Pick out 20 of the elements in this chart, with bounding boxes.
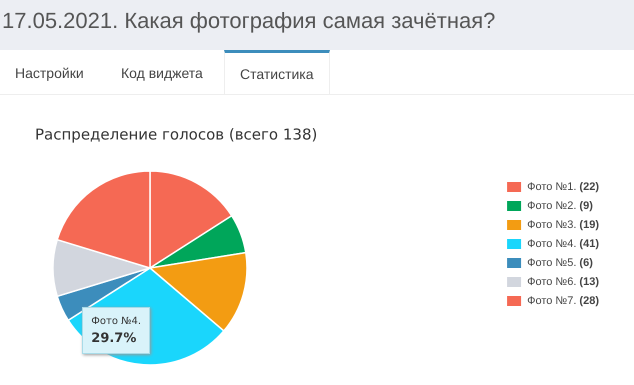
text: Настройки: [14, 64, 85, 83]
text: Код виджета: [120, 64, 204, 83]
legend-label: Фото №5.: [527, 257, 580, 269]
legend-label: Фото №6.: [527, 276, 580, 288]
legend-label: Фото №4.: [527, 238, 580, 250]
legend-label: Фото №1.: [527, 181, 580, 193]
text: Фото №4. 29.7%: [91, 316, 142, 346]
data-label: (22): [579, 181, 600, 193]
chart-title: 17.05.2021. Какая фотография самая зачётная?: [2, 8, 496, 34]
data-label: (19): [579, 219, 600, 231]
data-label: (13): [579, 276, 600, 288]
legend-label: Фото №2.: [527, 200, 580, 212]
chart-subtitle: Распределение голосов (всего 138): [35, 126, 318, 144]
legend-label: Фото №7.: [527, 295, 580, 307]
legend-label: Фото №3.: [527, 219, 580, 231]
data-label: (28): [579, 295, 600, 307]
text: Статистика: [224, 50, 330, 94]
data-label: (41): [579, 238, 600, 250]
data-label: (9): [579, 200, 594, 212]
data-label: (6): [579, 257, 594, 269]
